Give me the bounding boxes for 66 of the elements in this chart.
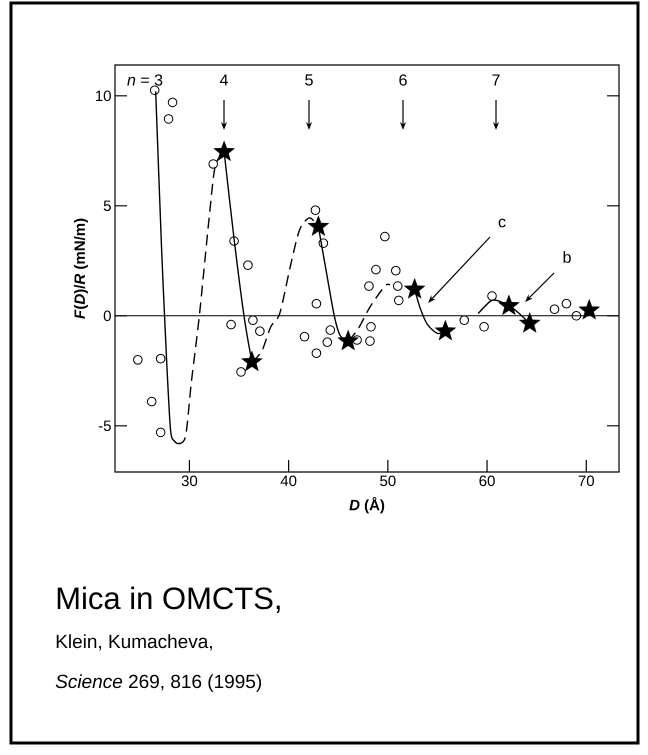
y-tick-label: 5 xyxy=(104,200,111,212)
annotation: 6 xyxy=(399,74,407,86)
point xyxy=(318,238,328,248)
point xyxy=(572,310,582,321)
point xyxy=(308,215,330,236)
y-axis-title: F(D)/R (mN/m) xyxy=(74,218,88,319)
point xyxy=(229,236,239,246)
point xyxy=(459,315,470,325)
point xyxy=(578,299,600,320)
point xyxy=(255,326,265,336)
point xyxy=(519,312,540,333)
y-tick-label: 0 xyxy=(104,310,111,322)
point xyxy=(380,232,390,242)
point xyxy=(236,367,246,377)
point xyxy=(392,281,403,291)
point xyxy=(164,114,174,124)
point xyxy=(352,335,362,345)
x-tick-label: 30 xyxy=(182,476,198,486)
y-tick-label: 10 xyxy=(96,90,111,102)
point xyxy=(322,337,332,347)
point xyxy=(312,298,322,308)
point xyxy=(479,322,489,332)
x-tick-label: 40 xyxy=(280,476,296,486)
point xyxy=(150,85,160,96)
point xyxy=(550,304,560,314)
point xyxy=(371,264,381,274)
point xyxy=(434,320,456,340)
point xyxy=(487,291,497,301)
point xyxy=(146,396,157,406)
point xyxy=(364,281,374,291)
point xyxy=(562,298,572,308)
point xyxy=(226,320,236,330)
point xyxy=(248,315,258,325)
point xyxy=(366,322,376,332)
point xyxy=(365,336,375,346)
point xyxy=(156,428,166,438)
point xyxy=(243,260,253,270)
point xyxy=(300,332,310,342)
annotation: 7 xyxy=(492,74,500,86)
point xyxy=(394,296,404,306)
text: Mica in OMCTS, xyxy=(58,586,280,613)
point xyxy=(404,278,426,298)
point xyxy=(241,350,263,372)
point xyxy=(156,354,166,364)
point xyxy=(337,330,359,350)
annotation: b xyxy=(564,251,571,263)
point xyxy=(208,159,218,169)
annotation: 5 xyxy=(305,74,313,86)
point xyxy=(133,354,143,365)
x-tick-label: 50 xyxy=(380,476,396,486)
x-axis-title: D (Å) xyxy=(349,496,384,514)
annotation: 4 xyxy=(220,74,228,86)
point xyxy=(213,140,235,161)
text: Klein, Kumacheva, xyxy=(56,634,212,650)
y-tick-label: -5 xyxy=(98,420,111,432)
x-tick-label: 70 xyxy=(578,476,594,486)
annotation: n = 3 xyxy=(127,74,162,86)
point xyxy=(312,348,322,358)
point xyxy=(498,294,520,315)
point xyxy=(310,205,320,215)
x-tick-label: 60 xyxy=(479,476,495,486)
point xyxy=(168,98,178,108)
point xyxy=(390,266,401,276)
text: Science 269, 816 (1995) xyxy=(56,674,262,692)
annotation: c xyxy=(498,218,506,228)
point xyxy=(325,325,336,335)
